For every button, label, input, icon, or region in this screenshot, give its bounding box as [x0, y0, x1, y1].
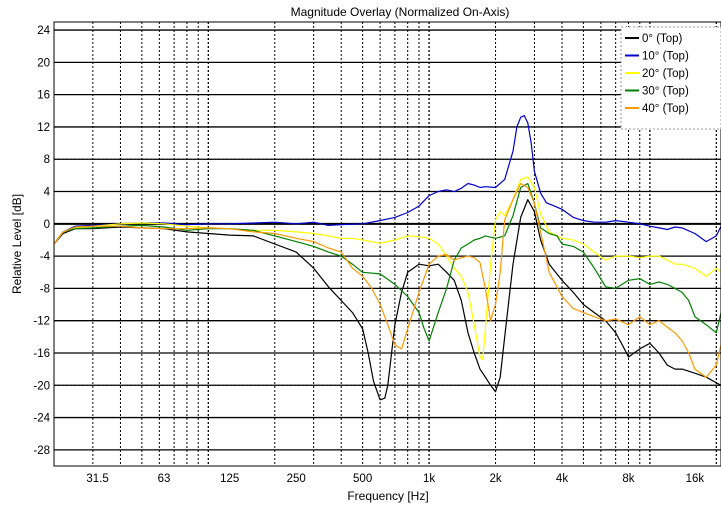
series-group — [54, 114, 721, 401]
x-axis-label: Frequency [Hz] — [347, 489, 428, 503]
y-tick-label: 0 — [44, 219, 50, 231]
legend-box — [620, 26, 721, 130]
series-line — [54, 182, 721, 342]
y-axis-label: Relative Level [dB] — [10, 194, 24, 294]
y-tick-label: -28 — [33, 445, 50, 457]
y-tick-label: -12 — [33, 316, 50, 328]
x-tick-label: 63 — [158, 473, 171, 485]
legend-label: 10° (Top) — [642, 51, 689, 63]
series-line — [54, 182, 721, 378]
y-tick-labels: 24 20 16 12 8 4 0 -4 -8 -12 -16 -20 -24 -28 — [33, 25, 50, 457]
x-tick-label: 2k — [489, 473, 501, 485]
legend-label: 40° (Top) — [642, 103, 689, 115]
y-tick-label: -20 — [33, 380, 50, 392]
y-tick-label: 12 — [37, 122, 50, 134]
legend: 0° (Top) 10° (Top) 20° (Top) 30° (Top) 40° (… — [620, 26, 721, 130]
series-line — [54, 114, 721, 245]
x-tick-label: 500 — [353, 473, 372, 485]
plot-background — [54, 22, 721, 466]
chart-title: Magnitude Overlay (Normalized On-Axis) — [291, 5, 510, 19]
legend-label: 0° (Top) — [642, 33, 683, 45]
y-tick-label: -24 — [33, 413, 50, 425]
y-tick-label: -4 — [40, 251, 51, 263]
plot-frame — [53, 21, 721, 467]
y-tick-label: 4 — [44, 187, 51, 199]
x-tick-label: 125 — [220, 473, 239, 485]
legend-label: 30° (Top) — [642, 86, 689, 98]
x-tick-label: 8k — [622, 473, 634, 485]
legend-label: 20° (Top) — [642, 68, 689, 80]
y-tick-label: -8 — [40, 283, 50, 295]
series-line — [54, 199, 721, 401]
y-tick-label: 24 — [37, 25, 50, 37]
x-tick-label: 31.5 — [86, 473, 108, 485]
y-tick-label: 16 — [37, 90, 50, 102]
y-tick-label: 8 — [44, 154, 50, 166]
x-tick-label: 4k — [556, 473, 568, 485]
x-tick-label: 1k — [423, 473, 435, 485]
y-tick-label: 20 — [37, 57, 50, 69]
x-tick-label: 250 — [287, 473, 306, 485]
x-tick-labels: 31.5 63 125 250 500 1k 2k 4k 8k 16k — [86, 473, 704, 485]
x-tick-label: 16k — [686, 473, 705, 485]
y-tick-label: -16 — [33, 348, 50, 360]
